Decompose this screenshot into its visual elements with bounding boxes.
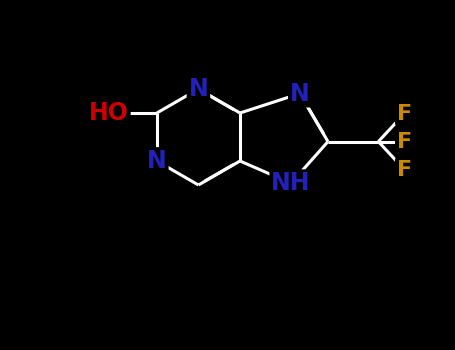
- Text: N: N: [188, 77, 208, 101]
- Text: F: F: [397, 132, 412, 152]
- Text: N: N: [290, 82, 310, 106]
- Text: F: F: [397, 104, 412, 124]
- Text: HO: HO: [89, 101, 129, 125]
- Text: N: N: [147, 149, 167, 173]
- Text: F: F: [397, 160, 412, 180]
- Text: NH: NH: [271, 171, 311, 195]
